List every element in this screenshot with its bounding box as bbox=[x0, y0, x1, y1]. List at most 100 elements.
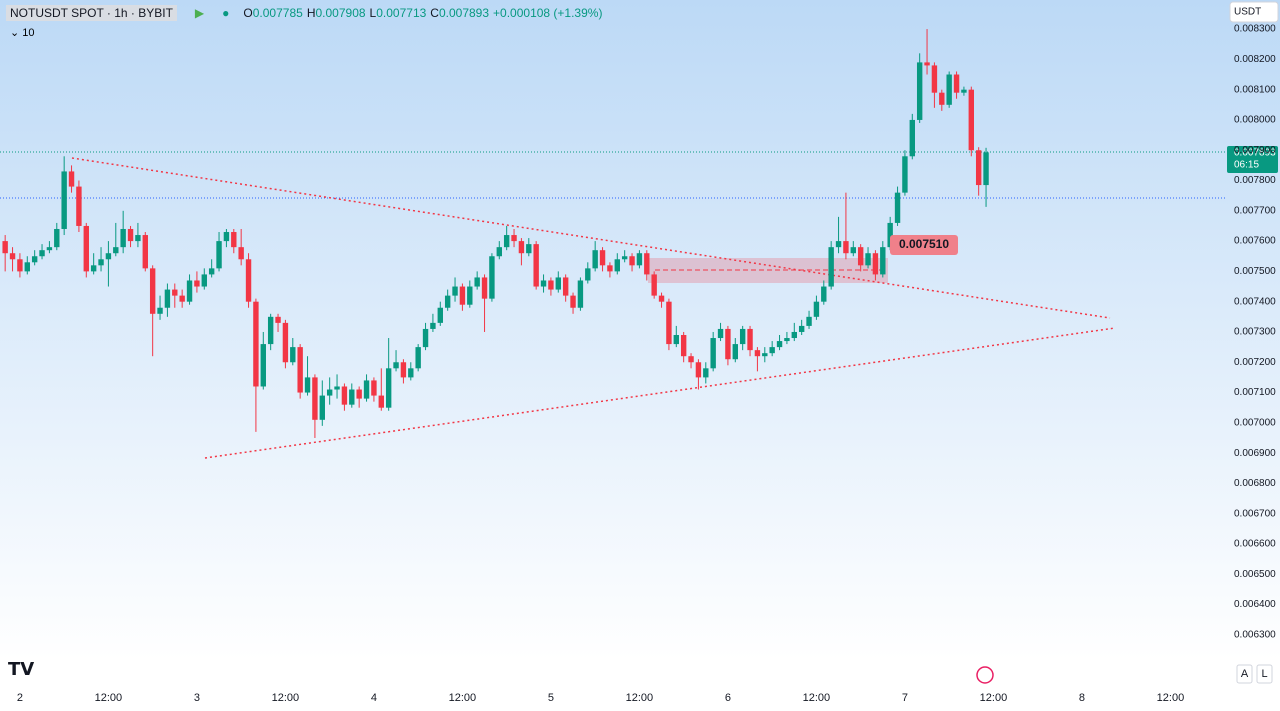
price-tag-price: 0.007893 bbox=[1234, 148, 1276, 159]
candle-body bbox=[378, 395, 384, 408]
ohlc-label: O bbox=[243, 6, 253, 20]
candle-body bbox=[422, 328, 429, 348]
symbol[interactable]: NOTUSDT SPOT · 1h · BYBIT bbox=[6, 5, 177, 21]
candle-body bbox=[939, 92, 945, 105]
candle-body bbox=[90, 265, 97, 272]
candle-body bbox=[599, 250, 606, 266]
candle-body bbox=[924, 62, 930, 66]
price-tag-countdown: 06:15 bbox=[1234, 160, 1259, 171]
candle-body bbox=[83, 225, 89, 272]
x-tick-label: 5 bbox=[548, 692, 554, 704]
candle-body bbox=[739, 328, 746, 345]
candle-body bbox=[983, 152, 989, 186]
candle-body bbox=[186, 280, 193, 302]
candle-body bbox=[312, 377, 318, 420]
indicator[interactable]: ⌄ 10 bbox=[10, 27, 35, 39]
ohlc-item: H0.007908 bbox=[307, 6, 366, 20]
candle-body bbox=[762, 353, 768, 357]
candle-body bbox=[260, 344, 266, 387]
button[interactable] bbox=[1256, 664, 1273, 684]
candle-body bbox=[2, 241, 8, 254]
y-tick-label: 0.007100 bbox=[1234, 387, 1276, 398]
ohlc-label: L bbox=[369, 6, 377, 20]
candle-body bbox=[533, 244, 539, 287]
candle-body bbox=[120, 228, 126, 248]
candle-body bbox=[835, 241, 842, 248]
change: +0.000108 (+1.39%) bbox=[493, 6, 603, 20]
y-tick-label: 0.006400 bbox=[1234, 599, 1276, 610]
candle-body bbox=[555, 277, 561, 290]
candle-body bbox=[916, 62, 923, 120]
ohlc-item: C0.007893 bbox=[430, 6, 489, 20]
header: NOTUSDT SPOT · 1h · BYBIT ▶ ● O0.007785 H… bbox=[6, 5, 602, 21]
candle-body bbox=[953, 74, 960, 93]
x-tick-label: 4 bbox=[371, 692, 377, 704]
candle-body bbox=[231, 232, 237, 248]
candle-body bbox=[201, 274, 207, 287]
candle-body bbox=[813, 301, 820, 317]
button-label[interactable]: A bbox=[1241, 668, 1249, 680]
candle-body bbox=[865, 253, 871, 266]
ohlc-item: O0.007785 bbox=[243, 6, 302, 20]
candle-body bbox=[76, 186, 82, 226]
ohlc-item: L0.007713 bbox=[370, 6, 427, 20]
x-tick-label: 12:00 bbox=[803, 692, 831, 704]
y-tick-label: 0.006600 bbox=[1234, 539, 1276, 550]
status: ● bbox=[222, 6, 230, 20]
candle-body bbox=[850, 247, 856, 254]
candle-body bbox=[887, 222, 893, 248]
candle-body bbox=[621, 256, 628, 260]
button[interactable] bbox=[1236, 664, 1253, 684]
x-tick-label: 12:00 bbox=[1157, 692, 1185, 704]
candle-body bbox=[806, 316, 812, 326]
currency-select[interactable] bbox=[1229, 1, 1279, 23]
candle-body bbox=[253, 301, 259, 387]
trendline bbox=[71, 157, 1111, 319]
candle-body bbox=[400, 362, 407, 378]
candle-body bbox=[334, 386, 340, 390]
candle-body bbox=[710, 338, 716, 369]
y-tick-label: 0.006700 bbox=[1234, 508, 1276, 519]
price-tag bbox=[1227, 146, 1278, 173]
candle-body bbox=[562, 277, 569, 296]
x-tick-label: 7 bbox=[902, 692, 908, 704]
annotation-box bbox=[890, 235, 958, 255]
candle-body bbox=[304, 377, 311, 393]
candle-body bbox=[46, 247, 53, 251]
currency[interactable]: USDT bbox=[1234, 7, 1261, 18]
y-tick-label: 0.007500 bbox=[1234, 266, 1276, 277]
candle-body bbox=[909, 119, 915, 157]
candle-body bbox=[931, 65, 938, 93]
y-tick-label: 0.008300 bbox=[1234, 24, 1276, 35]
candle-body bbox=[68, 171, 75, 187]
button-label[interactable]: L bbox=[1261, 668, 1267, 680]
candle-body bbox=[459, 286, 466, 305]
candle-body bbox=[592, 250, 598, 269]
y-tick-label: 0.008200 bbox=[1234, 54, 1276, 65]
y-tick-label: 0.006900 bbox=[1234, 448, 1276, 459]
candle-body bbox=[275, 316, 281, 323]
candle-body bbox=[607, 265, 613, 272]
indicator-value: 10 bbox=[22, 27, 35, 39]
icon[interactable] bbox=[976, 666, 994, 684]
candle-body bbox=[385, 368, 392, 408]
candle-body bbox=[540, 280, 547, 287]
y-tick-label: 0.007700 bbox=[1234, 205, 1276, 216]
y-tick-label: 0.008000 bbox=[1234, 115, 1276, 126]
candle-body bbox=[267, 316, 274, 345]
flag: ▶ bbox=[194, 6, 205, 20]
candle-body bbox=[673, 334, 679, 345]
y-tick-label: 0.007600 bbox=[1234, 236, 1276, 247]
candle-body bbox=[245, 259, 252, 302]
x-tick-label: 12:00 bbox=[95, 692, 123, 704]
candle-body bbox=[754, 350, 761, 357]
y-tick-label: 0.007400 bbox=[1234, 296, 1276, 307]
candle-body bbox=[98, 259, 104, 266]
candle-body bbox=[54, 228, 60, 248]
candle-body bbox=[172, 289, 178, 296]
candle-body bbox=[732, 344, 738, 360]
candle-body bbox=[371, 380, 377, 396]
y-tick-label: 0.007300 bbox=[1234, 327, 1276, 338]
candle-body bbox=[474, 277, 480, 287]
